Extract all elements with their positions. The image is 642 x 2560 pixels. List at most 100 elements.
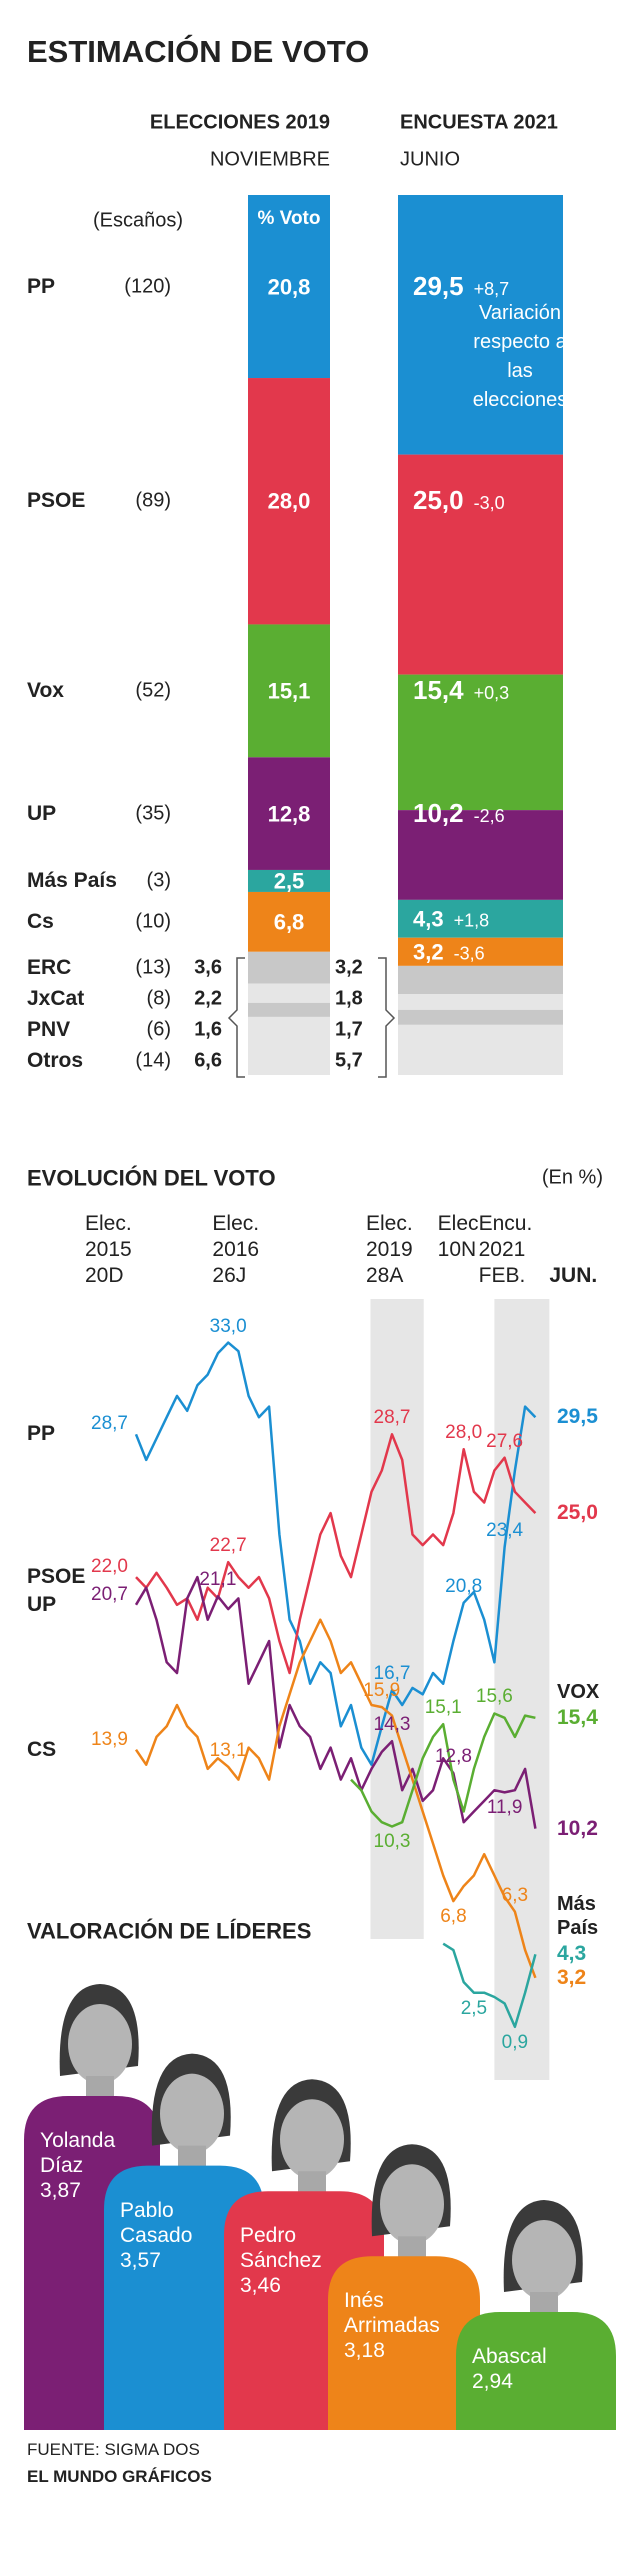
point-label: 10,3 — [373, 1831, 411, 1853]
bar-segment — [398, 937, 563, 966]
highlight-band — [370, 1299, 424, 1939]
value-label: 28,0 — [267, 488, 311, 514]
x-tick-label: Elec. 2019 28A — [366, 1212, 413, 1287]
series-line — [134, 1341, 537, 1766]
point-label: 28,0 — [445, 1422, 483, 1444]
head — [380, 2164, 444, 2245]
point-label: 6,3 — [501, 1884, 529, 1906]
brace — [227, 957, 245, 1078]
seats-label: (3) — [146, 869, 171, 892]
point-label: 0,9 — [501, 2031, 529, 2053]
leader-body — [456, 2312, 616, 2430]
section-subtitle: (En %) — [541, 1166, 603, 1189]
party-label: UP — [27, 801, 57, 825]
party-label: Más País — [27, 868, 117, 892]
x-tick-label: Elec. 2016 26J — [212, 1212, 260, 1287]
end-label: 15,4 — [557, 1705, 598, 1729]
point-label: 13,9 — [91, 1728, 128, 1750]
bar-segment — [398, 965, 563, 995]
bar-segment — [398, 810, 563, 900]
head — [512, 2220, 576, 2300]
point-label: 6,8 — [440, 1906, 467, 1928]
leader-name: Inés Arrimadas — [344, 2289, 440, 2338]
bar-segment — [248, 1016, 330, 1075]
leader-score: 2,94 — [472, 2370, 513, 2393]
bar-segment — [398, 1024, 563, 1075]
value-label: 6,8 — [273, 909, 305, 935]
end-label: 10,2 — [557, 1816, 598, 1840]
point-label: 15,6 — [475, 1686, 513, 1708]
leader-label: Inés Arrimadas 3,18 — [344, 2288, 440, 2363]
point-label: 21,1 — [199, 1569, 237, 1591]
brace — [378, 957, 396, 1078]
change-label: -3,0 — [473, 493, 505, 514]
change-label: -3,6 — [453, 943, 485, 964]
bar-segment — [248, 951, 330, 984]
value-header: % Voto — [257, 208, 321, 230]
point-label: 23,4 — [486, 1520, 524, 1542]
value-label: 15,4 — [413, 674, 464, 705]
seats-label: (6) — [146, 1018, 171, 1041]
leader-label: Yolanda Díaz 3,87 — [40, 2128, 115, 2203]
value-group: 15,4 +0,3 — [413, 674, 510, 706]
x-tick-label: JUN. — [549, 1264, 598, 1287]
leader-name: Pedro Sánchez — [240, 2224, 322, 2273]
series-name: VOX — [557, 1680, 600, 1703]
change-label: +1,8 — [453, 910, 490, 931]
point-label: 15,1 — [424, 1697, 462, 1719]
page-title: ESTIMACIÓN DE VOTO — [27, 34, 370, 69]
credit: EL MUNDO GRÁFICOS — [27, 2467, 212, 2486]
value-label: 4,3 — [413, 906, 444, 932]
bar-segment — [248, 378, 330, 625]
point-label: 2,5 — [460, 1997, 488, 2019]
column-subtitle: NOVIEMBRE — [209, 148, 330, 171]
series-name: PSOE — [27, 1565, 86, 1589]
point-label: 16,7 — [373, 1663, 411, 1685]
leader-label: Pedro Sánchez 3,46 — [240, 2223, 322, 2298]
section-title: VALORACIÓN DE LÍDERES — [27, 1918, 312, 1944]
column-title: ELECCIONES 2019 — [149, 111, 330, 134]
party-label: ERC — [27, 955, 72, 979]
point-label: 22,7 — [209, 1535, 247, 1557]
value-label: 10,2 — [413, 797, 464, 828]
change-label: -2,6 — [473, 805, 505, 826]
seats-label: (13) — [135, 956, 171, 979]
change-label: +0,3 — [473, 682, 510, 703]
party-label: Otros — [27, 1048, 84, 1072]
value-label: 3,2 — [413, 939, 444, 965]
series-line — [134, 1618, 537, 1979]
leader-score: 3,87 — [40, 2179, 81, 2202]
seats-label: (89) — [135, 489, 171, 512]
value-group: 10,2 -2,6 — [413, 797, 505, 829]
head — [68, 2004, 132, 2084]
end-label: 29,5 — [557, 1405, 598, 1429]
end-label: 4,3 — [557, 1942, 587, 1966]
value-label: 5,7 — [335, 1049, 363, 1072]
value-label: 1,7 — [335, 1018, 363, 1041]
value-label: 12,8 — [267, 800, 311, 826]
value-label: 15,1 — [267, 678, 311, 704]
bar-segment — [248, 195, 330, 379]
point-label: 20,7 — [91, 1583, 128, 1605]
value-group: 4,3 +1,8 — [413, 906, 489, 931]
point-label: 15,9 — [363, 1680, 401, 1702]
point-label: 11,9 — [486, 1797, 523, 1819]
value-group: 29,5 +8,7 — [413, 271, 509, 302]
value-label: 1,8 — [335, 987, 363, 1010]
x-tick-label: Encu. 2021 FEB. — [478, 1212, 533, 1287]
bar-segment — [248, 624, 330, 758]
bar-segment — [248, 1002, 330, 1017]
bar-segment — [248, 983, 330, 1003]
bar-segment — [398, 454, 563, 675]
leader-score: 3,46 — [240, 2274, 281, 2298]
point-label: 12,8 — [434, 1746, 472, 1768]
bar-segment — [398, 899, 563, 938]
column-subtitle: JUNIO — [400, 148, 460, 171]
party-label: PSOE — [27, 489, 86, 513]
bar-segment — [248, 891, 330, 952]
series-name: PP — [27, 1422, 56, 1446]
point-label: 33,0 — [209, 1315, 247, 1337]
x-tick-label: Elec. 10N — [437, 1212, 485, 1261]
leader-score: 3,18 — [344, 2339, 385, 2363]
